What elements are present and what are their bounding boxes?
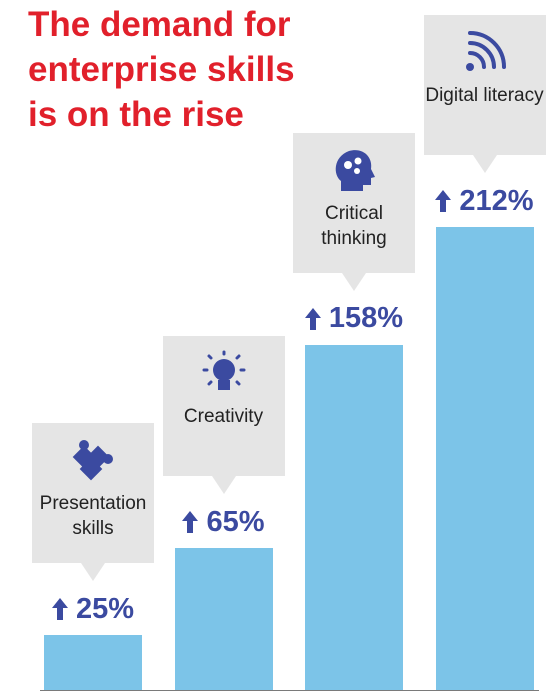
value-text: 158%	[328, 302, 404, 335]
value-label: 212%	[410, 183, 559, 219]
category-callout: Digital literacy	[423, 15, 546, 173]
value-text: 65%	[206, 505, 265, 538]
category-label: Presentation skills	[39, 493, 147, 540]
up-arrow	[435, 190, 452, 212]
value-label: 158%	[279, 301, 429, 337]
category-callout: Critical thinking	[293, 132, 415, 291]
baseline	[40, 690, 539, 691]
chart-title: The demand for enterprise skills is on t…	[28, 5, 295, 134]
category-label: Critical thinking	[321, 202, 387, 249]
category-callout: Creativity	[162, 336, 285, 495]
up-arrow	[182, 511, 199, 534]
bar	[435, 227, 534, 690]
category-callout: Presentation skills	[32, 423, 154, 582]
up-arrow	[51, 598, 68, 621]
category-icon	[335, 150, 375, 191]
value-label: 25%	[18, 591, 168, 627]
value-text: 212%	[459, 184, 534, 217]
up-arrow	[304, 307, 321, 330]
value-label: 65%	[149, 504, 299, 540]
bar	[174, 548, 273, 690]
category-icon	[72, 440, 113, 481]
category-icon	[463, 31, 506, 73]
bar	[305, 344, 403, 690]
category-label: Creativity	[183, 406, 264, 428]
category-icon	[202, 350, 245, 392]
value-text: 25%	[75, 592, 135, 625]
category-label: Digital literacy	[425, 85, 544, 106]
bar	[44, 635, 142, 690]
